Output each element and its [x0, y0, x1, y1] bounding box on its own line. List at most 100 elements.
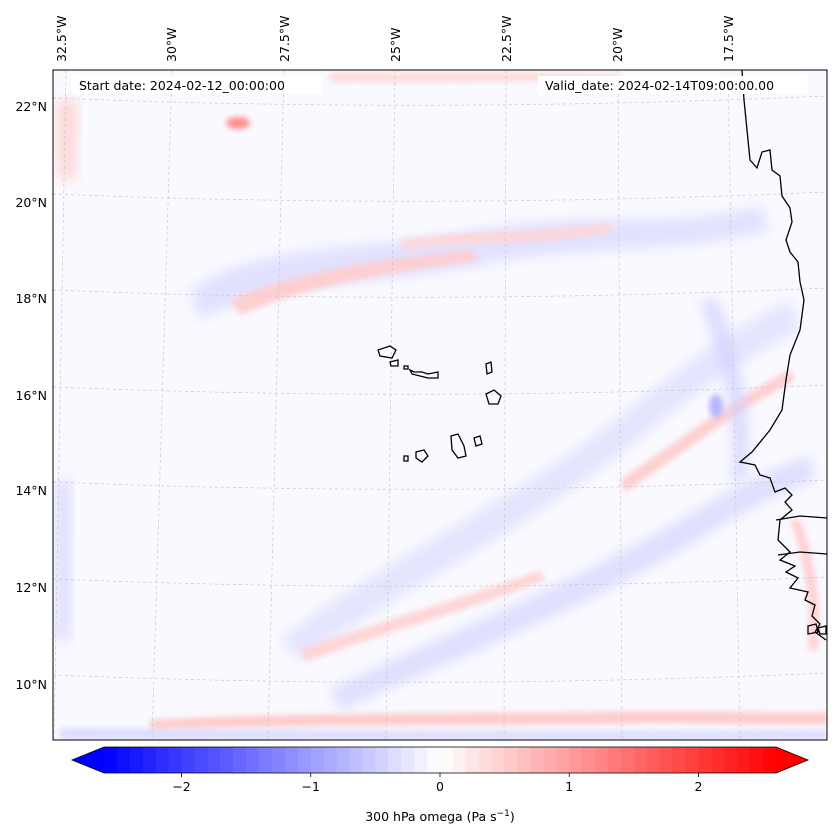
west-africa-coastline — [738, 70, 827, 641]
map-background — [53, 70, 827, 740]
omega-field — [55, 72, 827, 740]
colorbar-swatch — [763, 747, 777, 773]
colorbar-label-close: ) — [510, 809, 515, 824]
colorbar: −2 −1 0 1 2 300 hPa omega (Pa s−1) — [70, 746, 810, 824]
colorbar-swatch — [323, 747, 338, 773]
omega-blue-band-north — [190, 205, 770, 320]
island-santiago — [450, 433, 467, 459]
omega-red-band-west — [56, 100, 78, 180]
colorbar-extend-max — [776, 747, 808, 773]
colorbar-tick-label: −1 — [302, 779, 320, 794]
valid-date-background — [538, 76, 808, 94]
island-santa-luzia — [403, 365, 409, 370]
colorbar-swatch — [168, 747, 183, 773]
map-panel: Start date: 2024-02-12_00:00:00 Valid_da… — [52, 69, 828, 741]
colorbar-swatch — [504, 747, 519, 773]
longitude-labels: 32.5°W 30°W 27.5°W 25°W 22.5°W 20°W 17.5… — [54, 16, 736, 62]
colorbar-outline — [70, 746, 810, 774]
lat-label: 20°N — [15, 195, 47, 210]
colorbar-swatch — [517, 747, 532, 773]
colorbar-swatch — [427, 747, 441, 773]
colorbar-swatch — [478, 747, 493, 773]
colorbar-label: 300 hPa omega (Pa s−1) — [365, 809, 515, 824]
valid-date-label: Valid_date: 2024-02-14T09:00:00.00 — [545, 78, 774, 93]
meridian-22-5w — [503, 70, 507, 740]
colorbar-swatch — [750, 747, 764, 773]
graticule — [53, 70, 827, 740]
colorbar-swatch — [336, 747, 351, 773]
lat-label: 22°N — [15, 99, 47, 114]
meridian-27-5w — [267, 70, 285, 740]
colorbar-extend-min — [72, 747, 104, 773]
omega-red-band-south — [150, 711, 827, 730]
colorbar-swatch — [711, 747, 725, 773]
lon-label: 32.5°W — [54, 16, 69, 62]
map-frame — [52, 69, 828, 741]
colorbar-swatch — [595, 747, 609, 773]
colorbar-swatch — [569, 747, 583, 773]
omega-blue-spot-east — [709, 394, 723, 418]
omega-blue-diag-south — [330, 455, 815, 710]
omega-blue-band-east-coast — [700, 300, 749, 480]
colorbar-swatch — [284, 747, 299, 773]
colorbar-swatch — [104, 747, 118, 773]
latitude-labels: 22°N 20°N 18°N 16°N 14°N 12°N 10°N — [15, 99, 47, 692]
lon-label: 27.5°W — [277, 16, 292, 62]
start-date-background — [72, 76, 322, 94]
colorbar-label-text: 300 hPa omega (Pa s — [365, 809, 496, 824]
colorbar-swatch — [698, 747, 712, 773]
meridian-32-5w — [53, 70, 67, 740]
colorbar-swatch — [129, 747, 144, 773]
colorbar-swatch — [375, 747, 389, 773]
colorbar-swatch — [452, 747, 467, 773]
colorbar-swatch — [233, 747, 247, 773]
lon-label: 17.5°W — [721, 16, 736, 62]
colorbar-swatch — [220, 747, 234, 773]
omega-blue-band-south-edge — [60, 728, 827, 740]
senegal-gambia-detail — [775, 515, 827, 521]
colorbar-swatch — [116, 747, 131, 773]
omega-blue-band-west — [55, 480, 72, 640]
colorbar-swatch — [310, 747, 325, 773]
start-date-box: Start date: 2024-02-12_00:00:00 — [72, 76, 322, 94]
lat-label: 16°N — [15, 388, 47, 403]
meridian-20w — [617, 70, 623, 740]
lon-label: 25°W — [388, 27, 403, 62]
colorbar-ticks: −2 −1 0 1 2 — [172, 773, 702, 794]
colorbar-tick-label: 0 — [436, 779, 444, 794]
lat-label: 18°N — [15, 291, 47, 306]
colorbar-tick-label: 2 — [694, 779, 702, 794]
colorbar-swatch — [646, 747, 661, 773]
colorbar-label-superscript: −1 — [497, 809, 510, 819]
island-santo-antao — [377, 345, 397, 359]
colorbar-swatch — [181, 747, 196, 773]
island-brava — [403, 455, 409, 462]
colorbar-swatches — [104, 747, 777, 773]
lon-label: 20°W — [610, 27, 625, 62]
meridian-30w — [151, 70, 173, 740]
island-fogo — [415, 449, 429, 463]
colorbar-swatch — [724, 747, 738, 773]
coastlines — [377, 70, 827, 641]
colorbar-swatch — [401, 747, 415, 773]
colorbar-swatch — [440, 747, 454, 773]
colorbar-swatch — [543, 747, 557, 773]
omega-red-streak-east — [620, 370, 795, 492]
start-date-label: Start date: 2024-02-12_00:00:00 — [79, 78, 285, 93]
colorbar-swatch — [633, 747, 648, 773]
lat-label: 12°N — [15, 580, 47, 595]
colorbar-swatch — [556, 747, 570, 773]
colorbar-swatch — [349, 747, 364, 773]
colorbar-swatch — [737, 747, 751, 773]
island-sal — [485, 361, 493, 375]
colorbar-swatch — [194, 747, 208, 773]
colorbar-swatch — [465, 747, 480, 773]
colorbar-swatch — [582, 747, 596, 773]
gambia-estuary — [777, 551, 827, 556]
colorbar-swatch — [659, 747, 674, 773]
colorbar-swatch — [142, 747, 157, 773]
lon-label: 30°W — [164, 27, 179, 62]
meridian-25w — [385, 70, 396, 740]
lon-label: 22.5°W — [499, 16, 514, 62]
colorbar-swatch — [672, 747, 687, 773]
